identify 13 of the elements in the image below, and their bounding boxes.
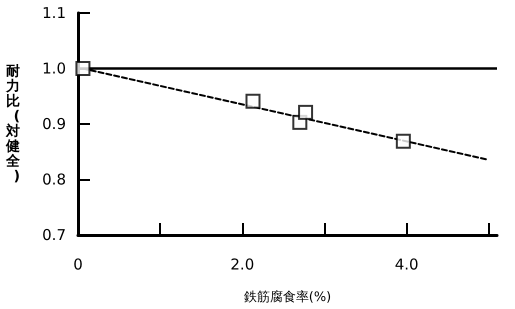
y-tick-label: 0.7	[42, 226, 66, 244]
y-tick-label: 0.8	[42, 170, 66, 188]
point	[396, 134, 411, 149]
x-tick-label: 4.0	[394, 256, 419, 274]
x-tick-label: 2.0	[230, 256, 254, 274]
y-tick-label: 0.9	[42, 115, 66, 133]
x-axis-title: 鉄筋腐食率(%)	[244, 289, 332, 305]
y-tick-label: 1.0	[42, 60, 66, 78]
y-axis-title: 耐力比(対健全)	[5, 64, 21, 184]
point	[245, 94, 260, 109]
y-tick-label: 1.1	[42, 4, 66, 22]
x-tick-label: 0	[73, 256, 83, 274]
point	[298, 104, 314, 120]
